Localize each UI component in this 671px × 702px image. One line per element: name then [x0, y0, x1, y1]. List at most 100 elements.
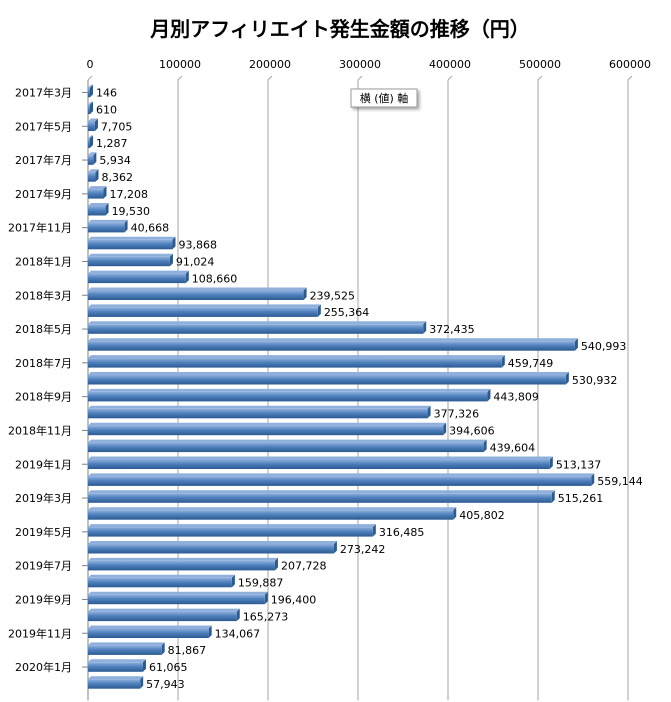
gridline-top: [87, 75, 93, 81]
data-label: 394,606: [449, 424, 495, 437]
bar: [88, 203, 109, 216]
y-category-label: 2019年1月: [15, 457, 72, 471]
data-label: 559,144: [597, 475, 643, 488]
gridline-top: [537, 75, 543, 81]
y-category-label: 2018年9月: [15, 390, 72, 404]
gridline-top: [267, 75, 273, 81]
bar: [88, 659, 146, 672]
data-label: 146: [96, 86, 117, 99]
data-label: 17,208: [109, 188, 148, 201]
y-category-label: 2018年11月: [8, 423, 72, 437]
bar: [88, 253, 173, 267]
data-label: 5,934: [99, 154, 131, 167]
bar: [88, 152, 97, 165]
bar: [88, 372, 569, 385]
x-tick-label: 500000: [519, 58, 561, 71]
data-label: 443,809: [493, 391, 539, 404]
data-label: 255,364: [324, 306, 370, 319]
bar: [88, 118, 98, 131]
data-label: 372,435: [429, 323, 475, 336]
bar: [88, 236, 176, 250]
gridline-top: [357, 75, 363, 81]
data-label: 19,530: [112, 205, 150, 218]
data-label: 459,749: [508, 357, 554, 370]
x-tick-label: 400000: [429, 58, 471, 71]
bar: [88, 608, 240, 622]
y-category-label: 2020年1月: [15, 660, 72, 674]
gridlines: [87, 75, 633, 701]
bar: [88, 642, 165, 655]
bar: [88, 186, 107, 199]
y-category-label: 2019年3月: [15, 491, 72, 505]
x-tick-label: 100000: [159, 58, 201, 71]
data-label: 61,065: [149, 661, 188, 674]
data-label: 610: [96, 103, 117, 116]
bar: [88, 422, 447, 436]
bar: [88, 557, 278, 571]
x-axis-ticks: 0 100000 200000 300000 400000 500000 600000: [87, 58, 652, 71]
y-category-label: 2018年1月: [15, 254, 72, 268]
bar: [88, 591, 268, 605]
y-category-label: 2019年5月: [15, 525, 72, 539]
axis-badge: [350, 88, 418, 108]
data-label: 377,326: [434, 408, 480, 421]
data-label: 134,067: [215, 627, 260, 640]
bar: [88, 101, 93, 115]
gridline-top: [447, 75, 453, 81]
data-label: 57,943: [146, 678, 185, 691]
data-label: 316,485: [379, 526, 425, 539]
bar: [88, 338, 578, 351]
data-label: 81,867: [168, 644, 207, 657]
bar: [88, 524, 376, 537]
data-label: 7,705: [101, 120, 133, 133]
bar: [88, 84, 93, 98]
bar: [88, 169, 99, 182]
y-category-label: 2017年9月: [15, 187, 72, 201]
bar: [88, 456, 553, 469]
bar: [88, 355, 505, 368]
data-label: 405,802: [459, 509, 505, 522]
bar: [88, 321, 427, 334]
bar: [88, 490, 555, 503]
data-label: 515,261: [558, 492, 604, 505]
data-label: 165,273: [243, 610, 289, 623]
y-category-label: 2017年7月: [15, 153, 72, 167]
data-label: 8,362: [102, 171, 134, 184]
data-label: 513,137: [556, 458, 602, 471]
bars: [88, 84, 595, 689]
data-label: 540,993: [581, 340, 627, 353]
bar: [88, 507, 457, 520]
bar: [88, 304, 321, 317]
y-category-label: 2018年5月: [15, 322, 72, 336]
bar: [88, 405, 431, 419]
y-category-label: 2019年9月: [15, 592, 72, 606]
data-label: 273,242: [340, 543, 386, 556]
bar: [88, 625, 212, 638]
data-label: 91,024: [176, 255, 215, 268]
data-label: 239,525: [310, 289, 356, 302]
x-tick-label: 200000: [249, 58, 291, 71]
data-label: 530,932: [572, 374, 618, 387]
axis-badge-label: 横 (値) 軸: [360, 91, 409, 105]
y-axis-labels: 2017年3月 2017年5月 2017年7月 2017年9月 2017年11月 2018…: [8, 85, 88, 674]
bar: [88, 439, 487, 453]
y-category-label: 2018年3月: [15, 288, 72, 302]
y-category-label: 2017年5月: [15, 119, 72, 133]
bar: [88, 473, 595, 486]
bar: [88, 287, 307, 300]
data-label: 1,287: [96, 137, 128, 150]
bar: [88, 388, 491, 402]
gridline-top: [177, 75, 183, 81]
data-labels: 146 610 7,705 1,287 5,934 8,362 17,208 19,530 40…: [96, 86, 643, 691]
y-category-label: 2017年3月: [15, 85, 72, 99]
y-category-label: 2019年7月: [15, 559, 72, 573]
chart-title: 月別アフィリエイト発生金額の推移（円）: [149, 17, 530, 41]
x-tick-label: 600000: [609, 58, 651, 71]
x-tick-label: 300000: [339, 58, 381, 71]
y-category-label: 2018年7月: [15, 356, 72, 370]
data-label: 207,728: [281, 560, 327, 573]
gridline-top: [627, 75, 633, 81]
data-label: 196,400: [271, 593, 317, 606]
bar: [88, 135, 93, 148]
